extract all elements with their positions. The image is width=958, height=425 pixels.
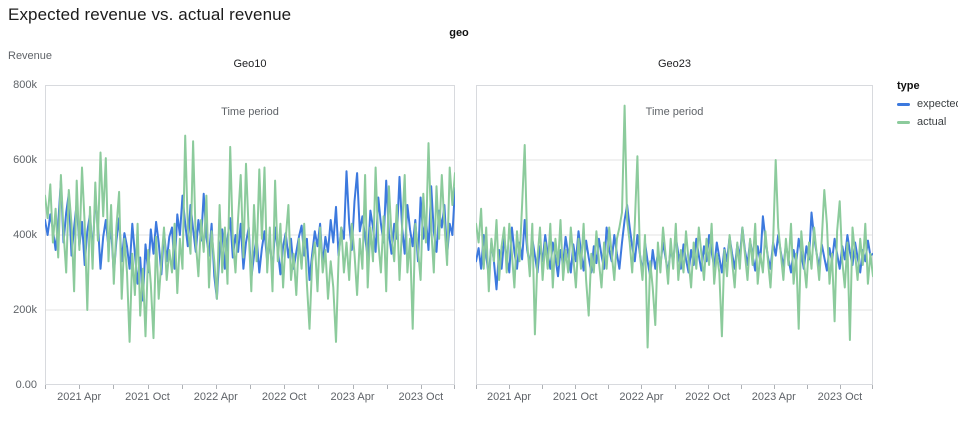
x-tick-mark [773,385,775,389]
legend-item-expected[interactable]: expected [897,98,958,110]
x-tick-label: 2023 Oct [817,391,863,403]
x-tick-label: 2022 Apr [619,391,664,403]
x-tick-mark [181,385,183,389]
x-tick-mark [806,385,808,389]
plot-border [476,85,873,385]
x-tick-label: 2021 Oct [125,391,170,403]
x-tick-mark [542,385,544,389]
x-tick-mark [839,385,841,389]
y-axis-title: Revenue [8,50,53,62]
x-tick-mark [147,385,149,389]
expected-line-swatch [897,102,910,106]
x-tick-mark [386,385,388,389]
x-tick-label: 2023 Apr [330,391,375,403]
x-tick-mark [113,385,115,389]
y-tick-label: 800k [13,79,37,91]
facet-geo23: Geo23 2021 Apr 2021 Oct 2022 Apr 2022 Oct 20… [476,58,873,403]
x-tick-mark [250,385,251,389]
x-tick-mark [575,385,577,389]
facet-geo10: Geo10 2021 Apr 2021 Oct 2022 Apr 2022 Oct 20… [45,58,455,403]
actual-line[interactable] [476,104,873,349]
x-tick-mark [740,385,742,389]
x-tick-mark [215,385,217,389]
x-tick-mark [420,385,422,389]
x-tick-mark [454,385,455,389]
chart-title: Expected revenue vs. actual revenue [8,5,292,24]
x-tick-mark [45,385,46,389]
plot-area-geo23[interactable] [476,85,873,385]
x-tick-label: 2022 Oct [261,391,307,403]
y-tick-label: 600k [13,154,37,166]
x-tick-mark [476,385,477,389]
x-tick-mark [707,385,709,389]
x-tick-mark [79,385,81,389]
x-tick-mark [608,385,610,389]
facet-title: Geo10 [233,58,267,70]
facet-title: Geo23 [657,58,692,70]
x-tick-mark [674,385,676,389]
x-tick-mark [352,385,354,389]
y-axis: 0.00 200k 400k 600k 800k [0,79,37,391]
y-tick-label: 200k [13,304,37,316]
x-tick-mark [641,385,643,389]
x-tick-mark [318,385,320,389]
x-tick-label: 2023 Oct [398,391,444,403]
x-axis-title: Time period [645,106,704,118]
y-tick-label: 400k [13,229,37,241]
x-tick-label: 2021 Apr [487,391,532,403]
actual-line[interactable] [45,134,455,343]
x-axis-title: Time period [221,106,279,118]
legend-item-actual[interactable]: actual [897,116,958,128]
x-tick-label: 2021 Apr [57,391,102,403]
actual-line-swatch [897,120,910,124]
facet-field-label: geo [449,27,469,39]
legend: type expected actual [897,80,958,128]
plot-border [45,85,455,385]
x-tick-label: 2022 Apr [193,391,238,403]
x-axis: 2021 Apr 2021 Oct 2022 Apr 2022 Oct 2023 Apr… [476,385,873,425]
y-tick-label: 0.00 [15,379,37,391]
x-tick-mark [872,385,873,389]
legend-item-label: expected [917,98,958,110]
x-tick-mark [284,385,286,389]
plot-area-geo10[interactable] [45,85,455,385]
x-tick-mark [509,385,511,389]
x-axis: 2021 Apr 2021 Oct 2022 Apr 2022 Oct 2023 Apr… [45,385,455,425]
legend-item-label: actual [917,116,947,128]
x-tick-label: 2021 Oct [552,391,598,403]
x-tick-label: 2023 Apr [751,391,796,403]
legend-title: type [897,80,920,92]
x-tick-label: 2022 Oct [685,391,730,403]
